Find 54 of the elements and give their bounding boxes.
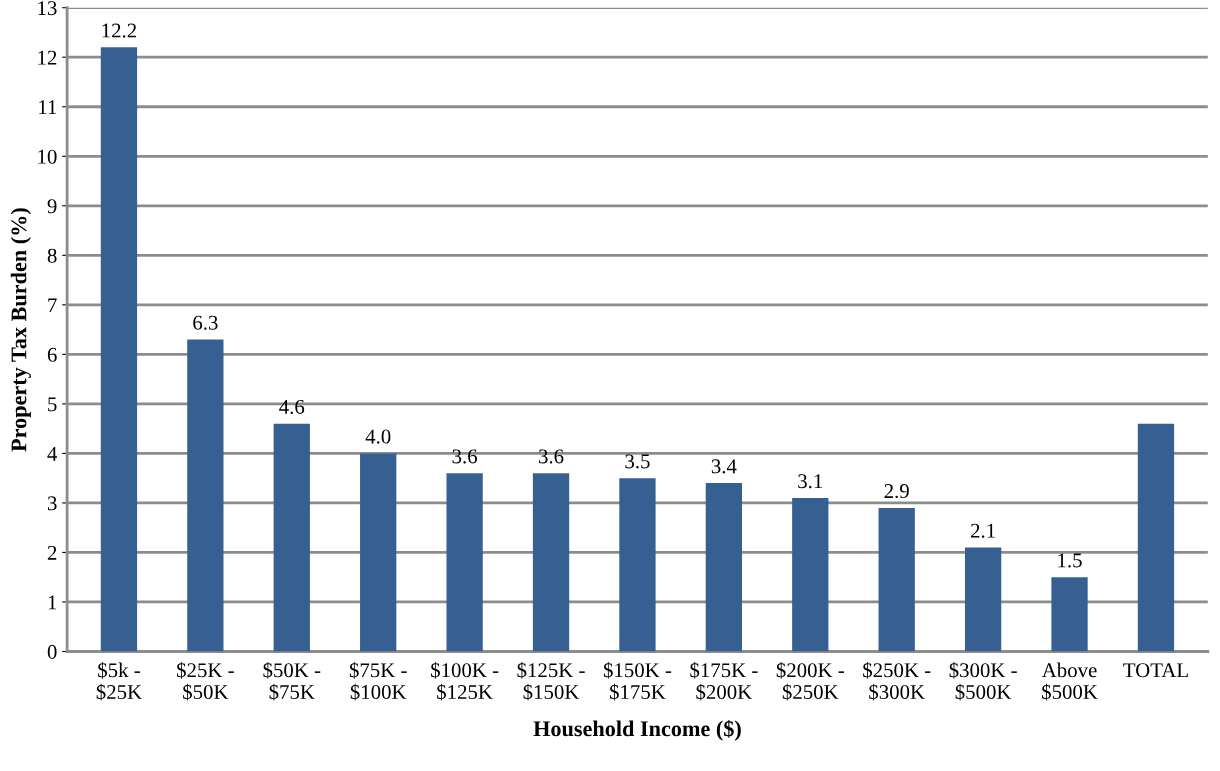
x-tick-label: $5k - $25K — [96, 661, 142, 701]
bar — [619, 478, 656, 652]
y-tick-label: 2 — [47, 545, 57, 560]
bar — [187, 339, 224, 652]
y-tick-label: 7 — [48, 298, 57, 313]
y-axis-title: Property Tax Burden (%) — [10, 208, 31, 452]
y-tick-label: 10 — [38, 149, 57, 164]
data-label: 3.6 — [452, 449, 478, 464]
x-tick-label: $75K - $100K — [349, 661, 407, 701]
data-label: 4.6 — [279, 399, 305, 414]
bar — [1137, 423, 1175, 652]
data-label: 3.5 — [625, 454, 650, 469]
data-label: 6.3 — [193, 315, 218, 330]
x-axis-title: Household Income ($) — [533, 719, 741, 741]
data-label: 12.2 — [102, 23, 137, 38]
bar — [792, 497, 829, 652]
data-label: 4.0 — [365, 429, 391, 444]
bar — [878, 507, 915, 652]
bar — [360, 453, 397, 652]
x-tick-label: $250K - $300K — [863, 661, 931, 701]
bar — [705, 483, 743, 652]
y-tick-label: 3 — [47, 496, 57, 511]
data-label: 3.4 — [711, 459, 737, 474]
x-tick-label: TOTAL — [1123, 663, 1188, 678]
bar — [532, 473, 570, 652]
bar — [100, 47, 138, 652]
x-tick-label: $125K - $150K — [517, 661, 585, 701]
y-tick-label: 11 — [39, 100, 57, 114]
x-tick-label: $175K - $200K — [690, 661, 758, 701]
y-tick-label: 6 — [47, 347, 57, 362]
data-label: 3.6 — [539, 449, 564, 464]
y-tick-label: 0 — [47, 644, 57, 659]
x-tick-label: $200K - $250K — [776, 661, 844, 701]
y-tick-label: 9 — [47, 199, 57, 214]
bar — [964, 547, 1002, 652]
y-tick-label: 4 — [47, 446, 58, 461]
x-tick-label: $100K - $125K — [431, 661, 499, 701]
data-label: 2.1 — [971, 523, 995, 538]
data-label: 2.9 — [884, 484, 909, 499]
y-tick-label: 13 — [38, 1, 57, 16]
y-tick-label: 5 — [48, 397, 57, 412]
y-tick-label: 12 — [38, 50, 57, 65]
x-tick-label: $150K - $175K — [603, 661, 672, 701]
bar — [1051, 577, 1088, 652]
x-tick-label: $50K - $75K — [263, 661, 321, 701]
data-label: 1.5 — [1058, 553, 1082, 568]
y-tick-label: 8 — [47, 248, 57, 263]
data-label: 3.1 — [798, 474, 823, 489]
y-tick-label: 1 — [48, 595, 57, 610]
x-tick-label: $25K - $50K — [177, 661, 234, 701]
x-tick-label: Above $500K — [1041, 662, 1098, 701]
bar — [273, 423, 310, 652]
x-tick-label: $300K - $500K — [949, 661, 1017, 701]
bar — [446, 473, 483, 652]
